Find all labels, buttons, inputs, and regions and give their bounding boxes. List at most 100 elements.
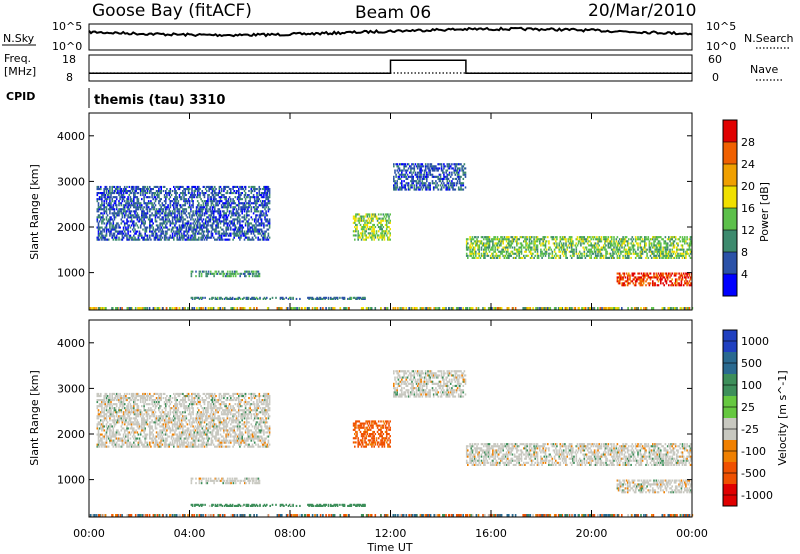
scatter-cell bbox=[226, 272, 229, 275]
scatter-cell bbox=[455, 184, 458, 187]
scatter-cell bbox=[238, 200, 240, 203]
scatter-cell bbox=[564, 250, 566, 253]
scatter-cell bbox=[253, 228, 256, 231]
scatter-cell bbox=[233, 272, 236, 275]
scatter-cell bbox=[266, 220, 269, 223]
scatter-cell bbox=[661, 274, 663, 277]
scatter-cell bbox=[437, 169, 439, 172]
scatter-cell bbox=[220, 220, 223, 223]
scatter-cell bbox=[201, 200, 204, 203]
scatter-cell bbox=[463, 173, 466, 176]
scatter-cell bbox=[402, 169, 404, 172]
scatter-cell bbox=[495, 252, 498, 255]
scatter-cell bbox=[343, 297, 346, 300]
scatter-cell bbox=[123, 188, 126, 191]
scatter-cell bbox=[594, 246, 597, 249]
scatter-cell bbox=[157, 185, 159, 188]
scatter-cell bbox=[617, 242, 620, 245]
scatter-cell bbox=[357, 217, 359, 220]
scatter-cell bbox=[232, 188, 234, 191]
scatter-cell bbox=[173, 216, 175, 219]
scatter-cell bbox=[149, 224, 151, 227]
scatter-cell bbox=[463, 171, 466, 174]
scatter-cell bbox=[238, 196, 240, 199]
scatter-cell bbox=[237, 296, 240, 299]
scatter-cell bbox=[670, 254, 672, 257]
scatter-cell bbox=[594, 238, 597, 241]
scatter-cell bbox=[199, 222, 201, 225]
scatter-cell bbox=[138, 218, 141, 221]
scatter-cell bbox=[663, 246, 665, 249]
ground-cell bbox=[156, 307, 159, 310]
scatter-cell bbox=[628, 254, 630, 257]
scatter-cell bbox=[566, 256, 568, 259]
scatter-cell bbox=[264, 190, 266, 193]
scatter-cell bbox=[639, 276, 642, 279]
scatter-cell bbox=[245, 214, 248, 217]
scatter-cell bbox=[206, 210, 208, 213]
scatter-cell bbox=[356, 297, 358, 300]
scatter-cell bbox=[101, 234, 103, 237]
scatter-cell bbox=[561, 246, 564, 249]
scatter-cell bbox=[191, 270, 194, 273]
scatter-cell bbox=[355, 223, 357, 226]
scatter-cell bbox=[255, 275, 257, 278]
scatter-cell bbox=[150, 190, 152, 193]
scatter-cell bbox=[251, 296, 253, 299]
scatter-cell bbox=[639, 254, 642, 257]
scatter-cell bbox=[127, 208, 129, 211]
ground-cell bbox=[230, 307, 232, 310]
scatter-cell bbox=[227, 202, 230, 205]
scatter-cell bbox=[523, 246, 525, 249]
scatter-cell bbox=[465, 240, 468, 243]
scatter-cell bbox=[194, 234, 197, 237]
scatter-cell bbox=[259, 218, 262, 221]
scatter-cell bbox=[461, 188, 463, 191]
scatter-cell bbox=[623, 240, 626, 243]
scatter-cell bbox=[198, 272, 201, 275]
scatter-cell bbox=[141, 216, 143, 219]
scatter-cell bbox=[357, 238, 359, 241]
scatter-cell bbox=[211, 218, 214, 221]
scatter-cell bbox=[231, 222, 233, 225]
scatter-cell bbox=[226, 296, 228, 299]
scatter-cell bbox=[241, 185, 243, 188]
scatter-cell bbox=[123, 214, 126, 217]
scatter-cell bbox=[354, 221, 356, 224]
scatter-cell bbox=[243, 204, 246, 207]
scatter-cell bbox=[178, 230, 181, 233]
scatter-cell bbox=[394, 184, 396, 187]
scatter-cell bbox=[487, 240, 490, 243]
scatter-cell bbox=[203, 214, 206, 217]
scatter-cell bbox=[385, 221, 388, 224]
ground-cell bbox=[193, 307, 196, 310]
scatter-cell bbox=[654, 282, 656, 285]
scatter-cell bbox=[465, 254, 468, 257]
scatter-cell bbox=[657, 248, 660, 251]
scatter-cell bbox=[261, 206, 264, 209]
scatter-cell bbox=[142, 190, 144, 193]
scatter-cell bbox=[227, 238, 230, 241]
scatter-cell bbox=[446, 186, 449, 189]
scatter-cell bbox=[232, 238, 234, 241]
scatter-cell bbox=[625, 256, 628, 259]
scatter-cell bbox=[144, 194, 146, 197]
scatter-cell bbox=[516, 248, 518, 251]
scatter-cell bbox=[567, 240, 570, 243]
scatter-cell bbox=[586, 236, 589, 239]
scatter-cell bbox=[228, 192, 231, 195]
scatter-cell bbox=[212, 296, 214, 299]
scatter-cell bbox=[636, 280, 638, 283]
scatter-cell bbox=[658, 246, 661, 249]
scatter-cell bbox=[644, 272, 646, 275]
scatter-cell bbox=[211, 192, 214, 195]
scatter-cell bbox=[510, 244, 512, 247]
scatter-cell bbox=[640, 248, 643, 251]
scatter-cell bbox=[102, 220, 104, 223]
scatter-cell bbox=[242, 202, 245, 205]
scatter-cell bbox=[267, 232, 270, 235]
scatter-cell bbox=[527, 248, 530, 251]
scatter-cell bbox=[363, 226, 365, 229]
scatter-cell bbox=[613, 236, 615, 239]
scatter-cell bbox=[525, 236, 527, 239]
